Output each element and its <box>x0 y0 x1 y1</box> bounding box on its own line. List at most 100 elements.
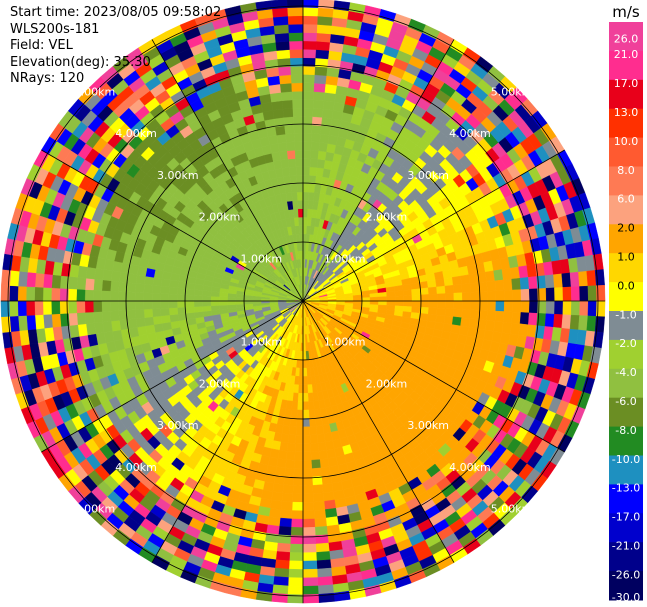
velocity-cell <box>314 517 327 528</box>
velocity-cell <box>51 300 61 315</box>
velocity-cell <box>302 418 310 428</box>
velocity-cell <box>286 141 296 152</box>
velocity-cell <box>308 183 316 193</box>
velocity-cell <box>302 99 314 109</box>
velocity-cell <box>452 308 463 318</box>
velocity-cell <box>269 92 283 103</box>
velocity-cell <box>110 280 120 292</box>
velocity-cell <box>494 279 505 292</box>
range-ring-label: 4.00km <box>115 461 157 474</box>
velocity-cell <box>553 273 564 289</box>
velocity-cell <box>586 315 597 332</box>
velocity-cell <box>289 40 304 50</box>
velocity-cell <box>193 295 203 302</box>
velocity-cell <box>323 432 333 443</box>
velocity-cell <box>316 32 332 43</box>
range-ring-label: 2.00km <box>366 211 408 224</box>
velocity-cell <box>291 510 304 520</box>
velocity-cell <box>298 376 304 386</box>
velocity-cell <box>168 300 178 309</box>
velocity-cell <box>428 293 438 302</box>
velocity-cell <box>210 300 220 307</box>
velocity-cell <box>17 285 27 302</box>
velocity-cell <box>279 74 292 85</box>
velocity-cell <box>284 183 292 194</box>
velocity-cell <box>299 242 304 251</box>
velocity-cell <box>110 320 121 332</box>
velocity-cell <box>101 279 112 292</box>
velocity-cell <box>210 295 220 302</box>
velocity-cell <box>287 585 304 595</box>
velocity-cell <box>302 124 313 134</box>
velocity-cell <box>84 277 95 291</box>
velocity-cell <box>307 384 313 394</box>
velocity-cell <box>402 289 413 296</box>
velocity-cell <box>302 392 309 402</box>
velocity-cell <box>302 376 308 386</box>
velocity-cell <box>324 507 338 519</box>
velocity-cell <box>9 285 19 302</box>
velocity-cell <box>277 142 288 153</box>
velocity-cell <box>485 320 496 332</box>
velocity-cell <box>289 543 304 553</box>
velocity-cell <box>84 289 94 302</box>
velocity-cell <box>302 510 315 520</box>
velocity-cell <box>586 270 597 287</box>
velocity-cell <box>295 233 301 243</box>
velocity-cell <box>185 306 195 314</box>
velocity-cell <box>273 24 290 35</box>
velocity-cell <box>302 200 309 210</box>
velocity-cell <box>378 296 388 302</box>
velocity-cell <box>302 459 313 470</box>
velocity-cell <box>160 307 170 317</box>
velocity-cell <box>244 300 253 305</box>
velocity-cell <box>307 392 314 402</box>
velocity-cell <box>302 166 311 176</box>
velocity-cell <box>322 491 335 502</box>
velocity-cell <box>134 291 145 302</box>
azimuth-spoke <box>302 300 565 453</box>
velocity-cell <box>302 183 310 193</box>
velocity-cell <box>288 560 304 570</box>
velocity-cell <box>127 318 138 329</box>
velocity-cell <box>275 466 286 477</box>
velocity-cell <box>317 441 327 452</box>
range-ring-label: 1.00km <box>324 336 366 349</box>
velocity-cell <box>317 576 334 587</box>
velocity-cell <box>297 208 304 218</box>
velocity-cell <box>302 485 314 495</box>
velocity-cell <box>193 300 203 307</box>
velocity-cell <box>528 276 538 290</box>
velocity-cell <box>76 300 86 314</box>
velocity-cell <box>292 99 304 109</box>
velocity-cell <box>451 316 462 327</box>
velocity-cell <box>311 124 322 135</box>
velocity-cell <box>493 269 504 282</box>
velocity-cell <box>294 443 304 453</box>
velocity-cell <box>169 313 179 323</box>
velocity-cell <box>501 321 512 335</box>
velocity-cell <box>302 493 314 503</box>
velocity-cell <box>34 286 44 302</box>
velocity-cell <box>275 40 291 51</box>
velocity-cell <box>286 450 296 461</box>
velocity-cell <box>420 294 430 302</box>
velocity-cell <box>528 300 539 314</box>
velocity-cell <box>361 297 371 302</box>
velocity-cell <box>302 585 319 595</box>
velocity-cell <box>285 459 295 469</box>
velocity-cell <box>494 310 505 323</box>
velocity-cell <box>151 308 162 318</box>
velocity-cell <box>286 442 296 453</box>
velocity-cell <box>313 509 327 520</box>
velocity-cell <box>317 7 334 18</box>
velocity-cell <box>411 306 421 314</box>
velocity-cell <box>461 309 471 319</box>
velocity-cell <box>110 270 121 282</box>
velocity-cell <box>279 150 289 161</box>
velocity-cell <box>280 158 290 169</box>
velocity-cell <box>320 125 331 136</box>
velocity-cell <box>468 273 479 284</box>
velocity-cell <box>528 288 539 302</box>
